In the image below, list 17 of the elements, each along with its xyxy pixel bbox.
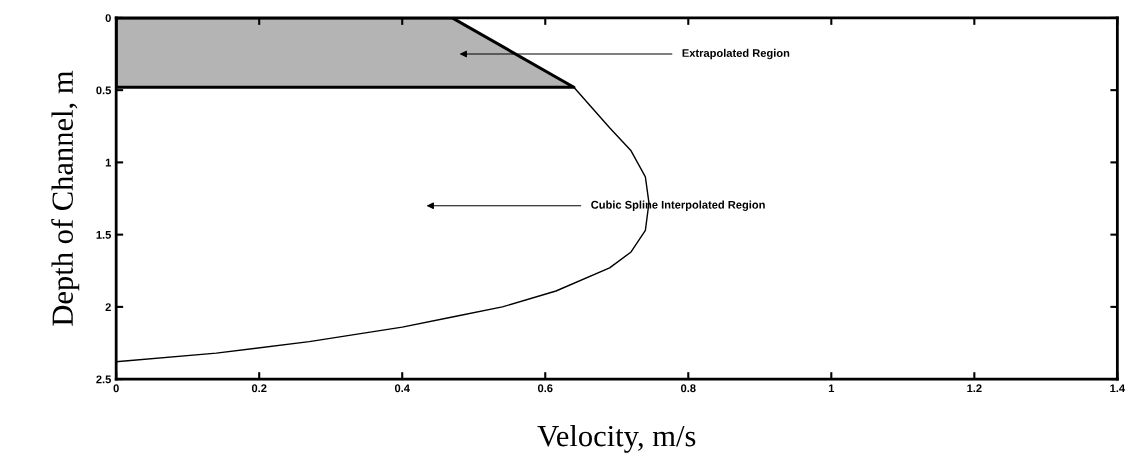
annotation: Extrapolated Region — [682, 48, 790, 60]
x-tick-label: 0.4 — [394, 384, 410, 393]
x-tick-label: 0.8 — [681, 384, 696, 393]
x-tick-label: 0.6 — [537, 384, 553, 393]
x-tick-label: 0 — [113, 384, 119, 393]
x-tick-label: 1 — [828, 384, 835, 393]
y-axis-title: Depth of Channel, m — [51, 70, 80, 326]
x-tick-label: 0.2 — [251, 384, 267, 393]
y-tick-label: 1 — [105, 158, 112, 167]
y-tick-label: 2.5 — [96, 375, 112, 384]
y-tick-label: 0 — [105, 14, 111, 23]
x-axis-title: Velocity, m/s — [537, 424, 696, 453]
x-tick-label: 1.4 — [1110, 384, 1126, 393]
x-tick-label: 1.2 — [967, 384, 982, 393]
y-tick-label: 0.5 — [96, 86, 112, 95]
y-tick-label: 1.5 — [96, 231, 112, 239]
y-tick-label: 2 — [105, 303, 111, 311]
